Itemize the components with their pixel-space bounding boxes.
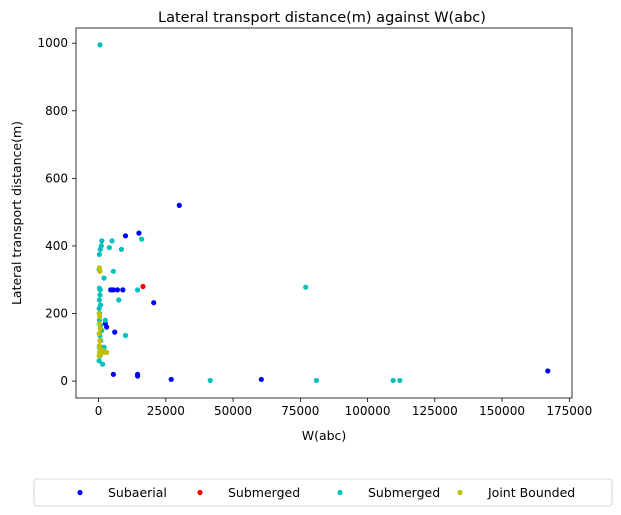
data-point	[106, 245, 112, 251]
data-point	[110, 287, 116, 293]
data-point	[102, 317, 108, 323]
y-axis-label: Lateral transport distance(m)	[9, 121, 24, 305]
data-point	[136, 230, 142, 236]
data-point	[134, 287, 141, 293]
legend-marker	[77, 489, 83, 496]
legend-label: Joint Bounded	[487, 485, 575, 500]
data-point	[397, 377, 403, 384]
data-point	[390, 377, 396, 384]
legend-frame	[33, 478, 613, 507]
data-point	[122, 332, 129, 339]
legend-marker	[337, 489, 343, 496]
x-tick-label: 25000	[147, 404, 185, 418]
x-tick-label: 50000	[214, 404, 252, 418]
x-axis-ticks: 0 25000 50000 75000 100000 125000 150000 175000	[95, 398, 592, 418]
data-point	[97, 326, 103, 332]
data-point	[134, 373, 141, 379]
data-point	[97, 292, 103, 298]
data-point	[97, 246, 103, 252]
data-point	[97, 287, 103, 293]
data-point	[109, 238, 115, 244]
data-point	[104, 349, 110, 355]
data-point	[96, 305, 102, 312]
data-point	[96, 358, 102, 364]
data-point	[122, 233, 129, 239]
data-point	[97, 314, 103, 320]
data-point	[101, 275, 107, 281]
y-tick-label: 600	[45, 171, 68, 185]
y-tick-label: 800	[45, 104, 68, 118]
data-point	[110, 371, 116, 377]
data-point	[110, 268, 116, 274]
data-point	[96, 297, 103, 303]
data-point	[258, 376, 264, 383]
data-point	[151, 300, 157, 306]
data-point	[118, 246, 125, 252]
data-point	[545, 368, 551, 374]
data-point	[104, 324, 110, 330]
data-point	[176, 202, 182, 208]
legend: Subaerial Submerged Submerged Joint Bounded	[33, 478, 613, 507]
data-points	[96, 42, 551, 384]
data-point	[112, 329, 118, 335]
data-point	[207, 377, 213, 384]
x-tick-label: 0	[95, 404, 103, 418]
data-point	[97, 268, 103, 274]
legend-label: Submerged	[368, 485, 440, 500]
data-point	[97, 42, 103, 48]
data-point	[96, 331, 102, 337]
data-point	[96, 353, 102, 359]
y-tick-label: 200	[45, 307, 68, 321]
x-tick-label: 125000	[412, 404, 458, 418]
data-point	[168, 376, 174, 383]
legend-label: Submerged	[228, 485, 300, 500]
data-point	[303, 284, 309, 290]
data-point	[139, 236, 145, 242]
x-axis-label: W(abc)	[302, 428, 347, 443]
data-point	[100, 361, 106, 367]
legend-marker	[197, 489, 203, 496]
chart-title: Lateral transport distance(m) against W(…	[158, 10, 486, 26]
y-tick-label: 1000	[37, 36, 68, 50]
data-point	[313, 377, 320, 384]
data-point	[114, 287, 121, 293]
data-point	[97, 337, 103, 344]
x-tick-label: 100000	[345, 404, 391, 418]
legend-marker	[457, 489, 463, 496]
legend-label: Subaerial	[108, 485, 167, 500]
x-tick-label: 75000	[281, 404, 319, 418]
data-point	[140, 283, 146, 290]
data-point	[96, 321, 103, 327]
data-point	[120, 287, 126, 293]
y-axis-ticks: 0 200 400 600 800 1000	[37, 36, 76, 388]
data-point	[96, 251, 103, 257]
y-tick-label: 0	[60, 374, 68, 388]
data-point	[116, 297, 122, 303]
data-point	[99, 238, 105, 244]
plot-area	[75, 27, 573, 399]
x-tick-label: 150000	[479, 404, 525, 418]
x-tick-label: 175000	[546, 404, 592, 418]
y-tick-label: 400	[45, 239, 68, 253]
